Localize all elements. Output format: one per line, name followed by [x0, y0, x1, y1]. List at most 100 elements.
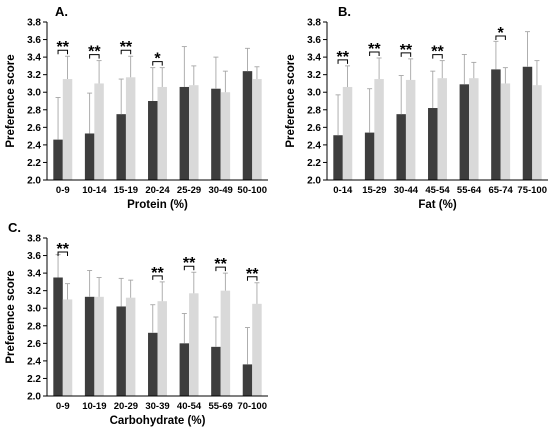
- panel-label: B.: [338, 4, 351, 19]
- x-tick-label: 30-44: [394, 185, 419, 196]
- bar-dark: [491, 69, 501, 180]
- significance-bracket: [432, 54, 443, 59]
- bar-light: [157, 86, 167, 180]
- y-tick-label: 3.6: [307, 35, 321, 46]
- x-tick-label: 70-100: [237, 401, 267, 412]
- significance-marker: **: [337, 49, 350, 66]
- y-axis-title: Preference score: [285, 54, 297, 147]
- bar-dark: [522, 66, 533, 180]
- bar-dark: [428, 108, 438, 180]
- x-tick-label: 20-29: [114, 401, 138, 412]
- chart-panel-3: C. Preference score 2.0 2.2 2.4 2.6 2.8 3.0 3.2 3…: [5, 220, 268, 427]
- y-tick-label: 2.8: [307, 105, 321, 116]
- bar-dark: [179, 86, 190, 180]
- bar-light: [374, 79, 384, 180]
- x-tick-label: 25-29: [177, 185, 201, 196]
- y-tick-label: 2.4: [27, 356, 41, 367]
- bar-dark: [179, 343, 190, 396]
- bar-light: [189, 293, 199, 396]
- x-tick-label: 20-24: [145, 185, 170, 196]
- y-tick-label: 2.4: [307, 140, 321, 151]
- y-tick-label: 3.0: [307, 88, 321, 99]
- y-tick-label: 2.6: [307, 123, 321, 134]
- y-tick-label: 3.8: [27, 234, 41, 245]
- bar-dark: [53, 139, 63, 180]
- significance-marker: *: [154, 51, 161, 68]
- significance-bracket: [183, 265, 195, 271]
- significance-bracket: [152, 275, 163, 280]
- bar-dark: [84, 133, 95, 180]
- bar-dark: [116, 114, 126, 180]
- bar-light: [469, 78, 479, 180]
- x-tick-label: 65-74: [488, 185, 513, 196]
- significance-bracket: [337, 59, 349, 64]
- x-tick-label: 55-64: [457, 185, 482, 196]
- bar-light: [125, 297, 136, 396]
- bar-dark: [148, 101, 158, 180]
- bar-dark: [84, 296, 95, 396]
- y-axis-title: Preference score: [5, 270, 17, 363]
- y-tick-label: 2.2: [27, 374, 41, 385]
- significance-marker: **: [57, 39, 70, 56]
- bar-light: [437, 78, 447, 180]
- y-tick-label: 2.2: [27, 158, 41, 169]
- significance-marker: **: [246, 266, 259, 283]
- bar-dark: [364, 132, 375, 180]
- bar-light: [532, 85, 542, 180]
- panel-label: C.: [8, 220, 21, 235]
- bar-light: [342, 86, 353, 180]
- y-tick-label: 2.6: [27, 339, 41, 350]
- bar-light: [220, 290, 231, 396]
- y-tick-label: 2.4: [27, 140, 41, 151]
- bar-dark: [242, 71, 253, 180]
- significance-bracket: [495, 35, 506, 40]
- x-tick-label: 75-100: [517, 185, 547, 196]
- bar-light: [125, 77, 136, 180]
- bar-light: [94, 296, 104, 396]
- y-tick-label: 3.2: [27, 286, 41, 297]
- x-tick-label: 50-100: [237, 185, 267, 196]
- y-tick-label: 3.8: [307, 18, 321, 29]
- y-tick-label: 2.8: [27, 321, 41, 332]
- x-tick-label: 30-39: [145, 401, 169, 412]
- y-tick-label: 3.4: [307, 53, 321, 64]
- bar-light: [405, 79, 416, 180]
- y-tick-label: 3.2: [307, 70, 321, 81]
- x-tick-label: 40-54: [177, 401, 202, 412]
- significance-marker: **: [57, 241, 70, 258]
- significance-marker: **: [431, 44, 444, 61]
- bar-light: [157, 301, 167, 396]
- bar-light: [500, 83, 511, 180]
- significance-marker: *: [498, 25, 505, 42]
- y-tick-label: 3.6: [27, 251, 41, 262]
- x-axis-title: Carbohydrate (%): [110, 415, 206, 427]
- significance-marker: **: [183, 255, 196, 272]
- significance-bracket: [215, 266, 226, 272]
- y-tick-label: 2.0: [27, 176, 41, 187]
- y-tick-label: 2.0: [307, 176, 321, 187]
- x-tick-label: 30-49: [208, 185, 232, 196]
- y-tick-label: 3.2: [27, 70, 41, 81]
- x-tick-label: 10-14: [82, 185, 107, 196]
- significance-bracket: [152, 61, 163, 66]
- significance-bracket: [120, 49, 132, 55]
- x-tick-label: 15-19: [114, 185, 138, 196]
- significance-bracket: [57, 49, 69, 55]
- x-tick-label: 0-9: [56, 185, 70, 196]
- bar-light: [252, 303, 262, 396]
- x-tick-label: 0-9: [56, 401, 70, 412]
- significance-bracket: [89, 54, 100, 59]
- significance-bracket: [369, 51, 380, 56]
- y-tick-label: 2.8: [27, 105, 41, 116]
- x-axis-title: Protein (%): [127, 199, 188, 211]
- y-tick-label: 3.0: [27, 88, 41, 99]
- bar-light: [220, 92, 231, 180]
- significance-marker: **: [214, 256, 227, 273]
- bar-light: [62, 79, 73, 180]
- bar-dark: [148, 332, 158, 396]
- significance-marker: **: [368, 41, 381, 58]
- significance-marker: **: [120, 39, 133, 56]
- y-tick-label: 2.6: [27, 123, 41, 134]
- significance-marker: **: [151, 265, 164, 282]
- y-tick-label: 2.0: [27, 392, 41, 403]
